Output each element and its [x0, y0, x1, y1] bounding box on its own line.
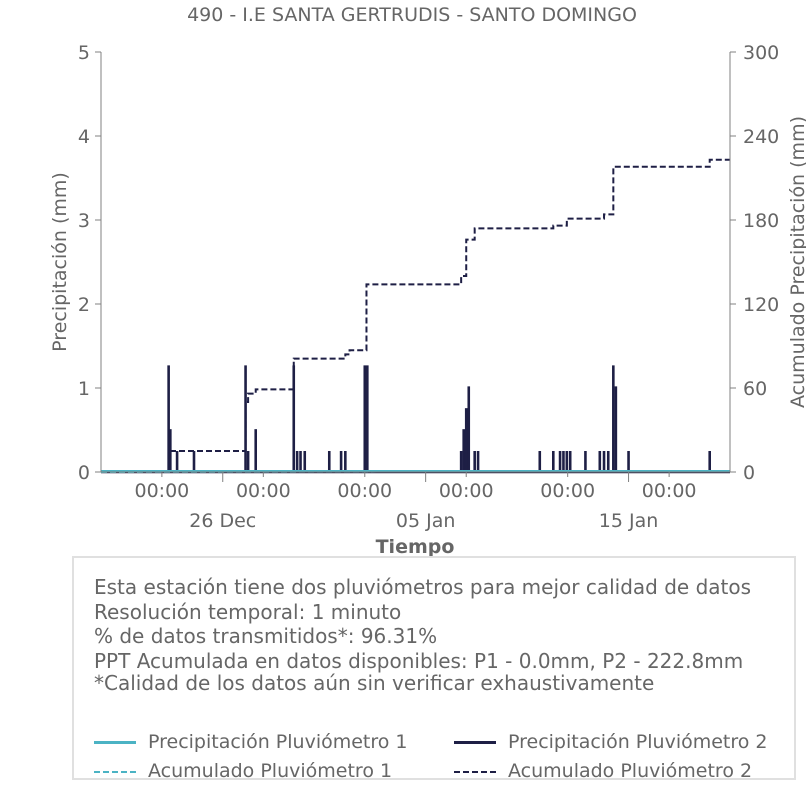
y-axis-label-right: Acumulado Precipitación (mm): [787, 116, 806, 408]
x-tick-label-minor: 00:00: [134, 480, 189, 502]
y-tick-label-left: 3: [78, 210, 90, 232]
x-tick-label-minor: 00:00: [439, 480, 494, 502]
info-line-3: % de datos transmitidos*: 96.31%: [94, 624, 438, 648]
x-tick-label-major: 05 Jan: [396, 510, 456, 532]
y-axis-label-left: Precipitación (mm): [49, 172, 71, 352]
legend-label: Acumulado Pluviómetro 1: [148, 760, 393, 782]
info-line-1: Esta estación tiene dos pluviómetros par…: [94, 575, 752, 599]
legend-swatch-solid-p1: [94, 741, 136, 744]
legend-swatch-solid-p2: [454, 741, 496, 744]
chart: 490 - I.E SANTA GERTRUDIS - SANTO DOMING…: [49, 4, 806, 558]
y-tick-label-right: 300: [743, 42, 779, 64]
y-tick-label-right: 240: [743, 126, 779, 148]
y-tick-label-left: 5: [78, 42, 90, 64]
y-tick-label-right: 180: [743, 210, 779, 232]
y-tick-label-left: 2: [78, 294, 90, 316]
y-tick-label-right: 0: [743, 462, 755, 484]
x-tick-label-minor: 00:00: [642, 480, 697, 502]
axes: 0 1 2 3 4 5 0 60 120 180 240 300 00:00 00:00 00:00 00:0…: [78, 42, 779, 532]
info-line-4: PPT Acumulada en datos disponibles: P1 -…: [94, 649, 744, 673]
plot-area: [100, 158, 731, 474]
info-line-5: *Calidad de los datos aún sin verificar …: [94, 671, 655, 695]
x-axis-label: Tiempo: [376, 536, 455, 558]
legend-label: Precipitación Pluviómetro 2: [508, 731, 768, 753]
legend-swatch-dashed-p1: [94, 771, 136, 773]
x-tick-label-minor: 00:00: [236, 480, 291, 502]
x-tick-label-minor: 00:00: [337, 480, 392, 502]
y-tick-label-left: 0: [78, 462, 90, 484]
x-tick-label-major: 26 Dec: [189, 510, 256, 532]
y-tick-label-left: 4: [78, 126, 90, 148]
y-tick-label-left: 1: [78, 378, 90, 400]
legend-swatch-dashed-p2: [454, 771, 496, 773]
x-tick-label-minor: 00:00: [540, 480, 595, 502]
chart-title: 490 - I.E SANTA GERTRUDIS - SANTO DOMING…: [187, 4, 637, 26]
info-line-2: Resolución temporal: 1 minuto: [94, 600, 402, 624]
legend-label: Precipitación Pluviómetro 1: [148, 731, 408, 753]
x-tick-label-major: 15 Jan: [599, 510, 659, 532]
y-tick-label-right: 120: [743, 294, 779, 316]
info-legend-box: Esta estación tiene dos pluviómetros par…: [72, 556, 796, 782]
legend-label: Acumulado Pluviómetro 2: [508, 760, 753, 782]
acumulado-p2-line: [101, 158, 730, 473]
y-tick-label-right: 60: [743, 378, 767, 400]
